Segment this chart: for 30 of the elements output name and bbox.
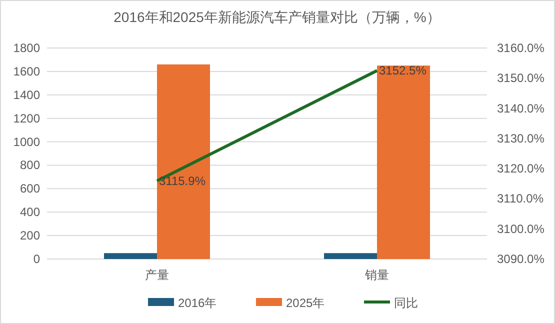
bar	[377, 66, 430, 259]
y-tick-label: 0	[33, 252, 40, 266]
y-tick-label: 1200	[13, 111, 40, 126]
y2-tick-label: 3100.0%	[497, 222, 545, 236]
chart-title: 2016年和2025年新能源汽车产销量对比（万辆，%）	[114, 9, 440, 25]
bar	[104, 253, 157, 259]
y2-tick-label: 3090.0%	[497, 252, 545, 266]
y-tick-label: 1600	[13, 64, 40, 78]
legend-label: 同比	[394, 296, 418, 310]
y-tick-label: 600	[20, 182, 40, 196]
bar	[324, 253, 377, 259]
x-tick-label: 销量	[364, 268, 389, 282]
y2-tick-label: 3160.0%	[497, 41, 545, 55]
data-label: 3115.9%	[159, 174, 206, 188]
y-tick-label: 800	[20, 158, 40, 172]
y2-tick-label: 3150.0%	[497, 71, 545, 86]
y2-tick-label: 3120.0%	[497, 162, 545, 176]
y2-tick-label: 3140.0%	[497, 101, 545, 116]
y-tick-label: 1000	[13, 134, 40, 149]
y-tick-label: 200	[20, 228, 40, 243]
data-label: 3152.5%	[379, 64, 427, 78]
y2-tick-label: 3130.0%	[497, 131, 545, 146]
y-tick-label: 1800	[13, 41, 40, 55]
y-tick-label: 1400	[13, 88, 40, 102]
legend-label: 2025年	[286, 296, 325, 310]
legend-label: 2016年	[178, 296, 217, 310]
y2-tick-label: 3110.0%	[497, 192, 544, 206]
bar	[157, 64, 210, 259]
x-tick-label: 产量	[145, 268, 169, 282]
y-tick-label: 400	[20, 205, 40, 220]
